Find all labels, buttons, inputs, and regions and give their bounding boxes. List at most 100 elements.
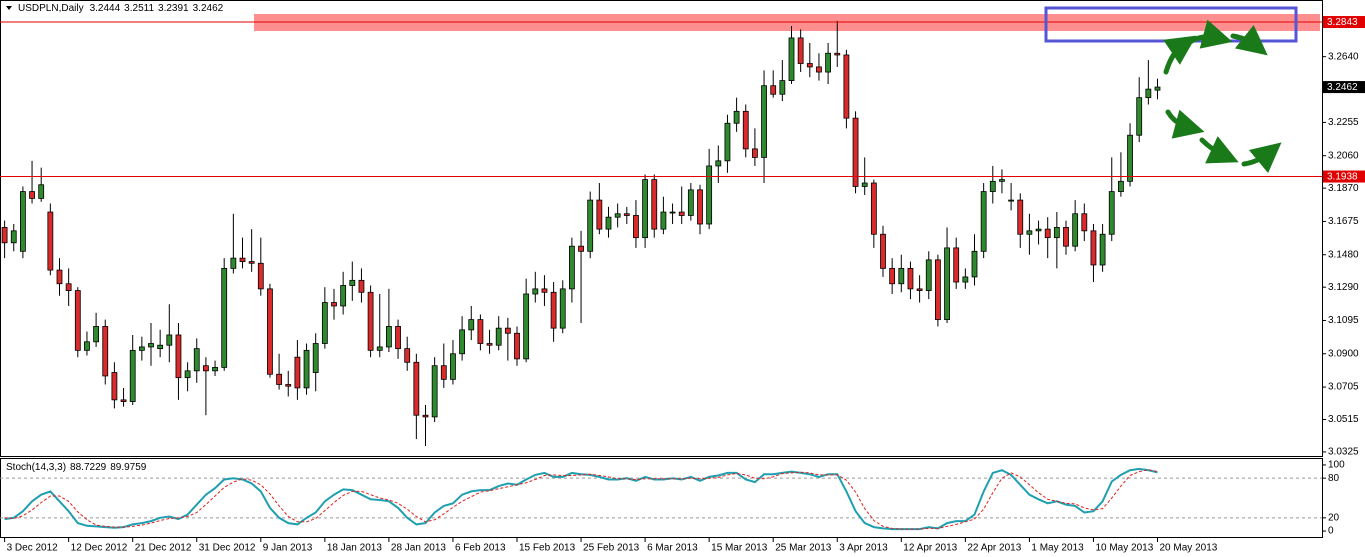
- bull-candle-body: [431, 365, 438, 418]
- bear-candle-body: [74, 290, 81, 351]
- close-value: 3.2462: [193, 3, 224, 14]
- bull-candle-body: [157, 344, 164, 350]
- bear-candle-body: [65, 283, 72, 291]
- y-tick-label: 80: [1328, 473, 1340, 484]
- current-price-box: [1323, 81, 1365, 94]
- bull-candle-body: [1072, 213, 1079, 247]
- bear-candle-body: [935, 259, 941, 321]
- bull-candle-body: [312, 343, 319, 373]
- bull-candle-body: [1145, 88, 1152, 99]
- bear-candle-body: [816, 66, 822, 73]
- arrow: [1165, 109, 1205, 139]
- bull-candle-body: [605, 216, 612, 230]
- high-value: 3.2511: [124, 3, 154, 14]
- bear-candle-body: [102, 326, 109, 377]
- bear-candle-body: [843, 54, 850, 119]
- bull-candle-body: [148, 343, 154, 348]
- y-tick-label: 3.2255: [1328, 117, 1359, 128]
- arrow: [1241, 142, 1282, 174]
- bear-candle-body: [285, 384, 292, 387]
- bull-candle-body: [38, 184, 45, 199]
- bull-candle-body: [614, 213, 621, 218]
- bull-candle-body: [825, 52, 831, 73]
- y-tick-label: 3.0515: [1328, 414, 1359, 425]
- bull-candle-body: [93, 326, 99, 343]
- level-label-box: [1323, 170, 1365, 183]
- y-tick-label: 3.2640: [1328, 51, 1359, 62]
- x-tick-label: 20 May 2013: [1160, 543, 1218, 554]
- bull-candle-body: [532, 288, 539, 295]
- x-tick-label: 31 Dec 2012: [199, 543, 256, 554]
- bear-candle-body: [477, 319, 484, 344]
- bull-candle-body: [1154, 86, 1161, 91]
- x-tick-label: 18 Jan 2013: [327, 543, 382, 554]
- bear-candle-body: [770, 85, 777, 95]
- x-tick-label: 3 Apr 2013: [839, 543, 888, 554]
- bull-candle-body: [385, 326, 392, 348]
- bear-candle-body: [1044, 228, 1051, 239]
- bear-candle-body: [175, 334, 182, 379]
- arrow: [1230, 24, 1268, 56]
- bear-candle-body: [889, 267, 896, 285]
- main-panel-frame: [0, 0, 1323, 457]
- bull-candle-body: [944, 247, 950, 321]
- bull-candle-body: [980, 191, 987, 252]
- bear-candle-body: [413, 361, 420, 416]
- chart-header: USDPLN,Daily 3.2444 3.2511 3.2391 3.2462: [18, 3, 224, 14]
- bear-candle-body: [248, 261, 255, 264]
- y-tick-label: 3.1675: [1328, 216, 1359, 227]
- bull-candle-body: [1026, 230, 1033, 235]
- bear-candle-body: [358, 279, 365, 293]
- bear-candle-body: [239, 257, 246, 262]
- x-tick-label: 28 Jan 2013: [391, 543, 446, 554]
- bear-candle-body: [806, 63, 813, 68]
- bull-candle-body: [349, 279, 356, 286]
- bull-candle-body: [84, 341, 90, 351]
- bull-candle-body: [706, 165, 713, 225]
- stoch-line: [4, 469, 1158, 530]
- bull-candle-body: [1053, 227, 1060, 239]
- bull-candle-body: [999, 179, 1005, 182]
- bear-candle-body: [550, 291, 557, 329]
- bull-candle-body: [1008, 199, 1014, 202]
- y-tick-label: 20: [1328, 512, 1340, 523]
- bear-candle-body: [294, 356, 301, 389]
- bull-candle-body: [376, 346, 383, 351]
- x-tick-label: 12 Apr 2013: [903, 543, 957, 554]
- bull-candle-body: [925, 259, 932, 291]
- y-tick-label: 100: [1328, 460, 1345, 471]
- d-value: 89.9759: [110, 462, 147, 473]
- menu-triangle: [6, 6, 12, 10]
- bull-candle-body: [687, 189, 694, 216]
- level-label: 3.2843: [1327, 17, 1358, 28]
- bull-candle-body: [788, 37, 795, 81]
- bear-candle-body: [367, 291, 374, 351]
- arrow: [1199, 136, 1239, 164]
- bull-candle-body: [303, 349, 310, 389]
- x-tick-label: 1 May 2013: [1031, 543, 1084, 554]
- bull-candle-body: [10, 230, 17, 244]
- bear-candle-body: [29, 191, 35, 199]
- bear-candle-body: [120, 399, 127, 402]
- bear-candle-body: [596, 199, 603, 230]
- bear-candle-body: [852, 117, 859, 187]
- bear-candle-body: [404, 348, 411, 363]
- bear-candle-body: [267, 288, 273, 375]
- bear-candle-body: [907, 267, 914, 290]
- bull-candle-body: [523, 293, 530, 360]
- open-value: 3.2444: [90, 3, 121, 14]
- indicator-title: Stoch(14,3,3): [6, 462, 66, 473]
- bull-candle-body: [138, 346, 145, 351]
- bear-candle-body: [916, 288, 923, 291]
- bear-candle-body: [422, 414, 429, 418]
- bull-candle-body: [989, 180, 996, 192]
- current-price-label: 3.2462: [1327, 82, 1358, 93]
- bull-candle-body: [230, 257, 237, 269]
- bull-candle-body: [971, 250, 978, 278]
- stoch-line: [4, 467, 1158, 531]
- bull-candle-body: [321, 302, 328, 344]
- bull-candle-body: [193, 348, 200, 372]
- x-tick-label: 6 Feb 2013: [455, 543, 506, 554]
